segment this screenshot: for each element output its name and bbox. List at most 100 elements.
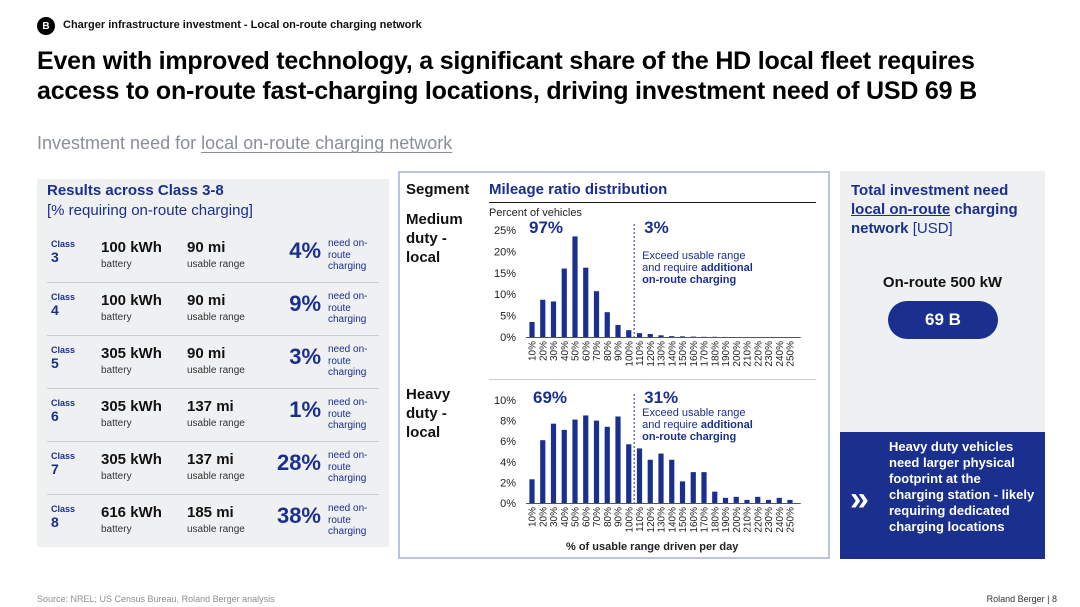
subtitle-link: local on-route charging network — [201, 133, 453, 153]
note-line: and require additional — [642, 419, 753, 431]
x-tick-label: 250% — [786, 507, 797, 533]
range-label: usable range — [187, 259, 245, 270]
battery-capacity: 305 kWh — [101, 345, 162, 362]
x-tick-label: 190% — [721, 507, 732, 533]
note-line: Exceed usable range — [642, 250, 745, 262]
x-tick-label: 120% — [646, 507, 657, 533]
x-tick-label: 230% — [764, 341, 775, 367]
x-tick-label: 250% — [786, 341, 797, 367]
right-share-label: 3% — [644, 218, 669, 237]
battery-label: battery — [101, 418, 132, 429]
battery-label: battery — [101, 312, 132, 323]
x-tick-label: 30% — [549, 507, 560, 527]
usable-range: 90 mi — [187, 345, 226, 362]
onroute-share: 28% — [276, 450, 321, 475]
x-tick-label: 90% — [614, 341, 625, 361]
bar — [744, 499, 750, 503]
x-tick-label: 50% — [571, 507, 582, 527]
need-onroute-label: need on-route charging — [328, 238, 368, 272]
x-tick-label: 210% — [743, 341, 754, 367]
battery-label: battery — [101, 524, 132, 535]
onroute-share: 3% — [289, 344, 321, 369]
battery-label: battery — [101, 259, 132, 270]
note-line: Exceed usable range — [642, 407, 745, 419]
y-tick-label: 10% — [494, 395, 516, 407]
x-tick-label: 60% — [581, 341, 592, 361]
class-number: 6 — [51, 408, 59, 424]
bar — [658, 453, 664, 503]
row-divider — [47, 494, 379, 495]
bar — [679, 481, 686, 503]
usable-range: 137 mi — [187, 451, 234, 468]
x-tick-label: 10% — [528, 341, 539, 361]
x-tick-label: 160% — [689, 507, 700, 533]
x-axis-title: % of usable range driven per day — [566, 541, 739, 553]
bar — [647, 459, 653, 503]
bar — [626, 444, 632, 503]
usable-range: 90 mi — [187, 239, 226, 256]
bar — [561, 268, 567, 337]
usable-range: 90 mi — [187, 292, 226, 309]
x-tick-label: 30% — [549, 341, 560, 361]
usable-range: 185 mi — [187, 504, 234, 521]
bar — [776, 497, 782, 503]
need-onroute-label: need on-route charging — [328, 503, 368, 537]
range-label: usable range — [187, 312, 245, 323]
bar — [529, 322, 535, 337]
bar — [583, 415, 589, 503]
x-tick-label: 140% — [667, 507, 678, 533]
bar — [550, 301, 557, 337]
bar — [615, 416, 621, 503]
x-tick-label: 180% — [710, 507, 721, 533]
bar — [615, 325, 621, 337]
callout-text: Heavy duty vehicles need larger physical… — [889, 439, 1035, 534]
results-row: Class 8 616 kWh battery 185 mi usable range 38… — [37, 494, 389, 546]
x-tick-label: 200% — [732, 507, 743, 533]
row-divider — [47, 441, 379, 442]
x-tick-label: 130% — [657, 341, 668, 367]
mileage-header: Mileage ratio distribution — [489, 181, 668, 198]
x-tick-label: 150% — [678, 507, 689, 533]
x-tick-label: 50% — [571, 341, 582, 361]
investment-amount: 69 B — [888, 301, 998, 339]
bar — [561, 429, 567, 503]
bar — [701, 472, 707, 503]
y-tick-label: 10% — [494, 289, 516, 301]
row-divider — [47, 388, 379, 389]
y-tick-label: 15% — [494, 268, 516, 280]
subtitle-prefix: Investment need for — [37, 133, 202, 153]
x-tick-label: 230% — [764, 507, 775, 533]
class-number: 8 — [51, 514, 59, 530]
results-row: Class 5 305 kWh battery 90 mi usable range 3% n… — [37, 335, 389, 387]
investment-title-link: local on-route — [851, 201, 951, 218]
bar — [636, 333, 643, 337]
x-tick-label: 40% — [560, 341, 571, 361]
x-tick-label: 240% — [775, 507, 786, 533]
x-tick-label: 20% — [538, 507, 549, 527]
note-bold: additional — [701, 419, 753, 431]
battery-capacity: 616 kWh — [101, 504, 162, 521]
page-title: Even with improved technology, a signifi… — [37, 47, 977, 105]
x-tick-label: 90% — [614, 507, 625, 527]
x-tick-label: 170% — [700, 507, 711, 533]
note-line: on-route charging — [642, 274, 736, 286]
results-title: Results across Class 3-8 — [47, 182, 224, 199]
bar — [690, 472, 696, 503]
onroute-share: 4% — [289, 238, 321, 263]
x-tick-label: 170% — [700, 341, 711, 367]
segment-header: Segment — [406, 181, 470, 198]
x-tick-label: 140% — [667, 341, 678, 367]
bar — [658, 335, 664, 337]
y-tick-label: 0% — [500, 332, 516, 344]
bar — [572, 419, 578, 503]
investment-title-line1: Total investment need — [851, 182, 1009, 199]
class-label: Class — [51, 239, 76, 249]
segment-heavy-label: Heavy duty - local — [406, 386, 451, 441]
x-tick-label: 70% — [592, 341, 603, 361]
bar — [787, 499, 793, 503]
results-row: Class 6 305 kWh battery 137 mi usable range 1%… — [37, 388, 389, 440]
x-tick-label: 100% — [624, 341, 635, 367]
investment-title-unit: [USD] — [912, 220, 953, 237]
chevron-right-icon: » — [850, 480, 869, 518]
